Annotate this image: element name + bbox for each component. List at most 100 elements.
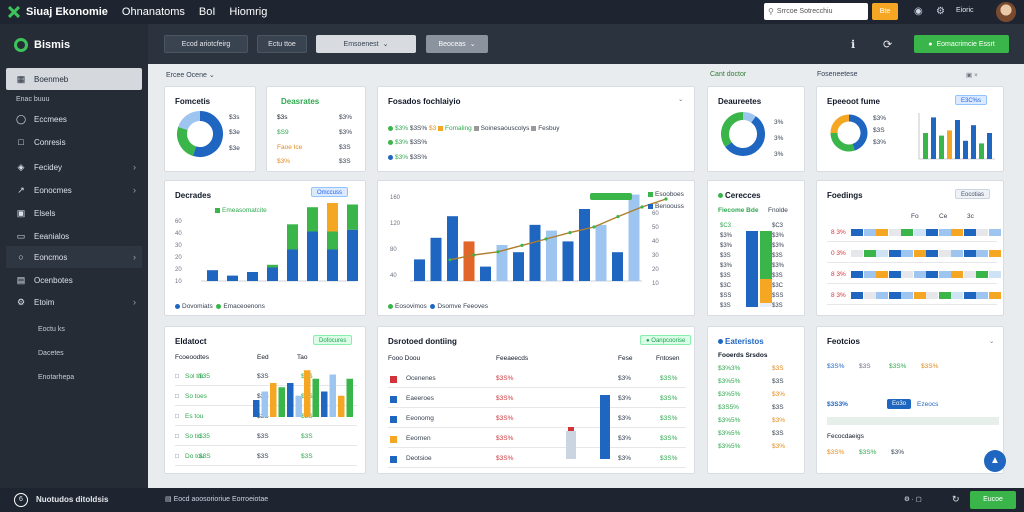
search-placeholder: Srrcoe Sotrecchiu [776, 8, 833, 15]
filter-dropdown[interactable]: Emsoenest ⌄ [316, 35, 416, 53]
sidebar-item-9[interactable]: ▤ Ocenbotes [6, 269, 142, 291]
table-cell: $35 [199, 433, 210, 440]
chevron-down-icon[interactable]: ⌄ [989, 338, 995, 345]
heat-cell [851, 250, 863, 257]
heat-cell [951, 250, 963, 257]
y-tick-label-right: 40 [652, 239, 659, 245]
sidebar-item-label: Eonocmes [34, 185, 72, 195]
heat-row-label: 8 3% [831, 292, 846, 299]
search-icon: ⚲ [768, 7, 774, 16]
card-tag[interactable]: Omccuss [311, 187, 349, 197]
card-tag[interactable]: E3C%s [955, 95, 988, 105]
search-input[interactable]: ⚲ Srrcoe Sotrecchiu [764, 3, 868, 20]
bar [304, 370, 311, 417]
menu-item-2[interactable]: BoI [198, 6, 216, 18]
card-tag[interactable]: ● Oanpcoorise [640, 335, 692, 345]
primary-action-button[interactable]: ● Eomacrimcie Essrt [914, 35, 1009, 53]
bar [346, 378, 353, 417]
user-name[interactable]: Eioric [956, 7, 974, 14]
donut-slice [192, 111, 223, 157]
message-icon: □ [18, 137, 24, 147]
link[interactable]: Ezeocs [917, 401, 939, 408]
legend-val: $3% [395, 139, 409, 146]
donut-label-3: $3% [873, 139, 887, 146]
table-cell: $3% [772, 443, 786, 450]
menu-item-1[interactable]: Ohnanatoms [121, 6, 185, 18]
legend-row: $3% $3S% $3 Fomaling Soinesaouscolys Fes… [388, 125, 560, 132]
chevron-right-icon: › [133, 252, 136, 262]
menu-item-3[interactable]: Hiomrig [229, 6, 268, 18]
legend-label: Esooboes [655, 191, 684, 198]
card-tag[interactable]: Eocotias [955, 189, 991, 199]
sidebar-item-7[interactable]: ▭ Eeanialos [6, 225, 142, 247]
card-title: Foedings [827, 191, 863, 200]
filter-button-1[interactable]: Ecod ariotcfeirg [164, 35, 248, 53]
legend-val: $3 [429, 125, 437, 132]
bar-segment [327, 203, 338, 232]
legend-item: Esooboes [648, 191, 684, 198]
action-button[interactable]: Eo3o [887, 399, 912, 409]
row-divider [388, 387, 686, 388]
sidebar-item-label: Eccmees [34, 114, 67, 124]
row-divider [827, 262, 997, 263]
settings-icon[interactable]: ⚙ [936, 6, 945, 17]
sidebar-item-label: Ocenbotes [34, 275, 73, 285]
table-cell: $3S% [660, 395, 678, 402]
folder-icon: ▭ [16, 230, 26, 241]
bell-icon[interactable]: ◉ [914, 6, 923, 17]
search-button[interactable]: Bte [872, 3, 898, 20]
heat-cell [951, 229, 963, 236]
sidebar-link-1[interactable]: Dacetes [38, 350, 64, 357]
bar-segment [227, 275, 238, 281]
primary-action-label: Eomacrimcie Essrt [936, 40, 995, 48]
table-cell: $3S% [496, 415, 514, 422]
gear-icon[interactable]: ⚙ · ▢ [904, 496, 922, 503]
chevron-down-icon[interactable]: ⌄ [678, 96, 684, 103]
bar-segment [347, 204, 358, 230]
metric: $3S% [889, 363, 907, 370]
table-cell: $3S [772, 378, 784, 385]
row-divider [175, 425, 357, 426]
sidebar-item-0[interactable]: ▦ Boenmeb [6, 68, 142, 90]
sidebar-link-2[interactable]: Enotarhepa [38, 374, 75, 381]
heat-cell [851, 229, 863, 236]
table-cell: $3S% [496, 435, 514, 442]
sidebar-item-10[interactable]: ⚙ Etoim › [6, 291, 142, 313]
sidebar-item-5[interactable]: ↗ Eonocmes › [6, 179, 142, 201]
footer-button[interactable]: Eucoe [970, 491, 1016, 509]
mini-bar-chart [918, 113, 995, 160]
gear-icon: ⚙ [16, 296, 26, 307]
sidebar-item-3[interactable]: □ Conresis [6, 131, 142, 153]
legend-dot [388, 125, 393, 131]
avatar[interactable] [996, 2, 1016, 22]
section-title-mid: Cant doctor [710, 71, 747, 78]
sidebar-item-2[interactable]: ◯ Eccmees [6, 108, 142, 130]
refresh-icon[interactable]: ⟳ [883, 39, 893, 51]
chevron-right-icon: › [133, 297, 136, 307]
sidebar-item-8[interactable]: ○ Eoncmos › [6, 246, 142, 268]
filter-button-2[interactable]: Ectu ttoe [257, 35, 307, 53]
sidebar-item-4[interactable]: ◈ Fecidey › [6, 156, 142, 178]
section-title-left[interactable]: Ercee Ocene ⌄ [166, 71, 215, 79]
info-icon[interactable]: ℹ [851, 39, 856, 51]
refresh-icon[interactable]: ↻ [952, 494, 960, 504]
table-cell: Ocenenes [406, 375, 436, 382]
bar [287, 383, 294, 417]
scope-dropdown[interactable]: Beoceas ⌄ [426, 35, 488, 53]
bar-segment [347, 229, 358, 281]
row-divider [388, 407, 686, 408]
row-icon [390, 376, 397, 383]
bar [987, 133, 992, 159]
table-cell: $3% [618, 395, 632, 402]
check-icon: ● [646, 338, 650, 344]
card-tag[interactable]: Dofocures [313, 335, 353, 345]
donut-slice [721, 112, 744, 147]
table-cell: $3S [772, 365, 784, 372]
card-title: Decrades [175, 191, 212, 200]
row-value: $3% [339, 114, 353, 121]
expand-icon[interactable]: ▣ × [966, 72, 978, 79]
help-fab[interactable]: ▲ [984, 450, 1006, 472]
sidebar-brand[interactable]: Bismis [14, 38, 70, 52]
sidebar-item-6[interactable]: ▣ Elsels [6, 202, 142, 224]
footer-status: ▤ Eocd aoosorioriue Eorroeiotae [165, 495, 268, 503]
